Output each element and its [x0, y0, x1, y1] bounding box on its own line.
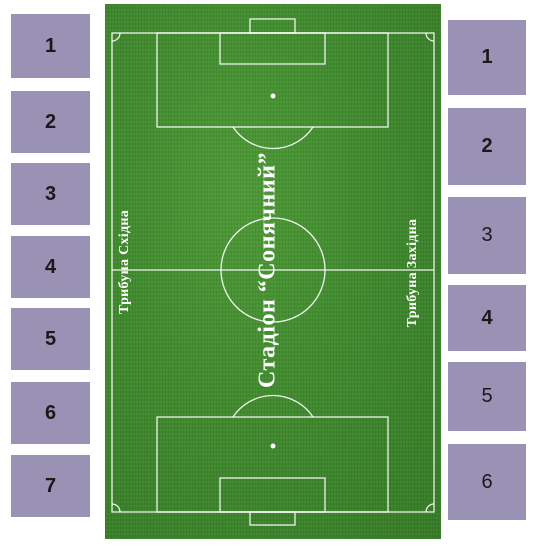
top-goal: [249, 18, 296, 34]
corner-arc: [425, 503, 435, 513]
left-sector-label: 2: [44, 110, 57, 133]
right-sector-6[interactable]: 6: [448, 444, 526, 520]
corner-arc: [111, 32, 121, 42]
bottom-penalty-spot: [270, 443, 276, 449]
top-penalty-arc: [232, 126, 314, 150]
left-sector-label: 6: [44, 401, 57, 424]
right-sector-4[interactable]: 4: [448, 285, 526, 351]
left-sector-label: 4: [44, 255, 57, 278]
corner-arc: [425, 32, 435, 42]
right-sector-2[interactable]: 2: [448, 108, 526, 185]
football-pitch: Трибуна Східна Трибуна Західна Стадіон “…: [105, 4, 441, 539]
left-sector-label: 7: [44, 474, 57, 497]
left-sector-label: 5: [44, 327, 57, 350]
top-goal-area: [219, 32, 326, 65]
stadium-name: Стадіон “Сонячний”: [254, 152, 281, 388]
centre-circle: [220, 217, 326, 323]
right-sector-label: 4: [481, 306, 493, 329]
right-sector-label: 2: [481, 135, 493, 157]
top-penalty-spot: [270, 93, 276, 99]
right-sector-label: 5: [481, 385, 493, 407]
left-sector-label: 3: [44, 182, 57, 205]
right-sector-1[interactable]: 1: [448, 20, 526, 95]
left-sector-6[interactable]: 6: [11, 382, 90, 444]
bottom-penalty-area: [156, 416, 389, 513]
left-sector-5[interactable]: 5: [11, 308, 90, 370]
pitch-markings: [111, 18, 435, 526]
right-sector-5[interactable]: 5: [448, 362, 526, 431]
left-stand-label: Трибуна Східна: [117, 209, 132, 315]
right-sector-3[interactable]: 3: [448, 197, 526, 274]
right-sector-label: 3: [481, 224, 493, 246]
left-sector-4[interactable]: 4: [11, 236, 90, 298]
top-penalty-area: [156, 32, 389, 128]
right-stand-label: Трибуна Західна: [405, 218, 420, 328]
right-sector-label: 6: [481, 470, 493, 493]
corner-arc: [111, 503, 121, 513]
left-sector-label: 1: [44, 34, 57, 57]
left-sector-3[interactable]: 3: [11, 163, 90, 225]
bottom-goal: [249, 511, 296, 526]
left-sector-7[interactable]: 7: [11, 455, 90, 517]
bottom-goal-area: [219, 477, 326, 513]
left-sector-2[interactable]: 2: [11, 91, 90, 153]
right-sector-label: 1: [481, 46, 493, 68]
bottom-penalty-arc: [232, 394, 314, 418]
left-sector-1[interactable]: 1: [11, 14, 90, 78]
